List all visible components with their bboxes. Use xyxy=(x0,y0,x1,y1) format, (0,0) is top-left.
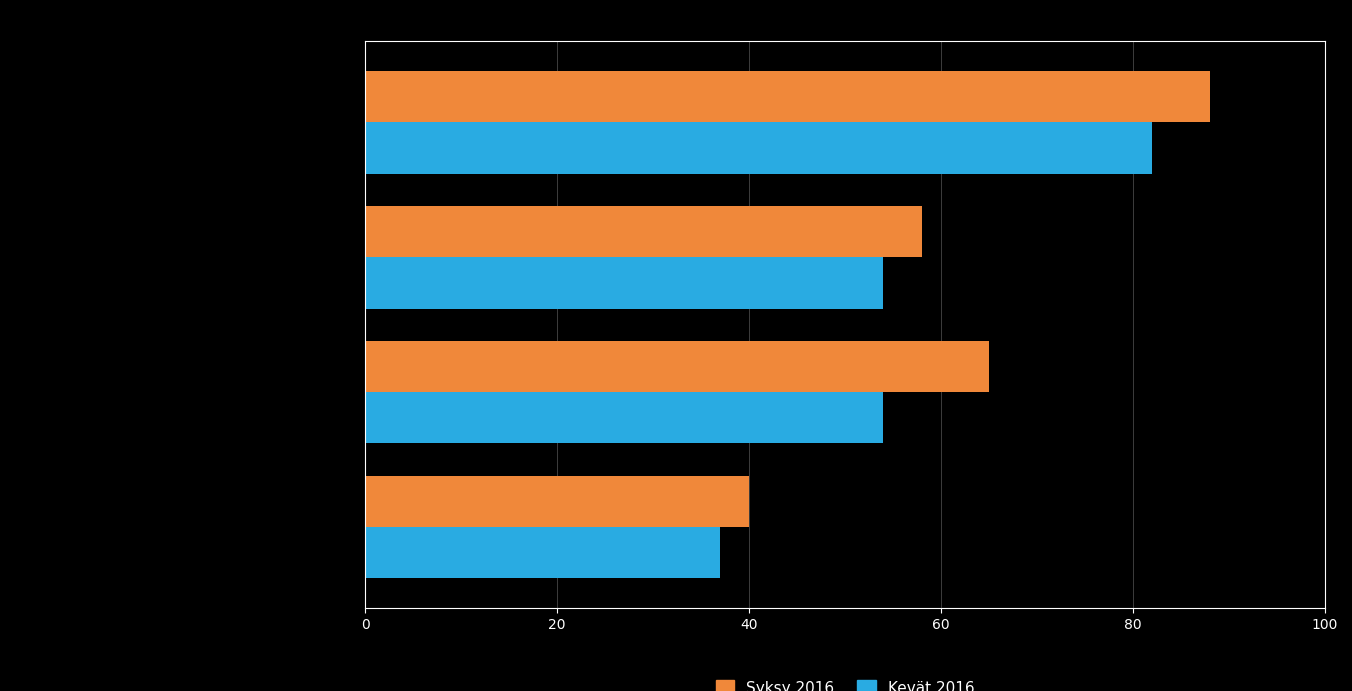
Bar xyxy=(365,257,883,309)
Legend: Syksy 2016, Kevät 2016: Syksy 2016, Kevät 2016 xyxy=(708,672,982,691)
Bar xyxy=(365,392,883,444)
Bar xyxy=(365,206,922,257)
Bar xyxy=(365,527,721,578)
Bar xyxy=(365,71,1210,122)
Bar xyxy=(365,476,749,527)
Bar xyxy=(365,341,990,392)
Bar xyxy=(365,122,1152,173)
